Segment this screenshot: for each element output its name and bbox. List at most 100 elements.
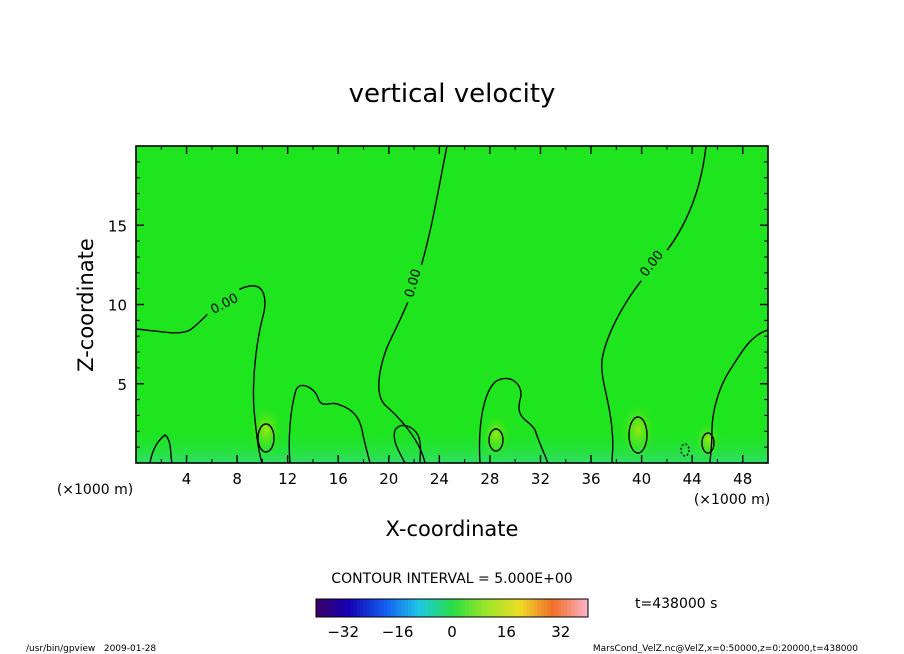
colorbar-cell	[414, 599, 419, 617]
x-tick-label: 24	[430, 470, 449, 488]
colorbar-cell	[394, 599, 398, 617]
colorbar-cell	[489, 599, 494, 617]
footer-right: MarsCond_VelZ.nc@VelZ,x=0:50000,z=0:2000…	[593, 644, 858, 654]
colorbar-cell	[469, 599, 473, 617]
colorbar-cell	[441, 599, 446, 617]
colorbar-tick-label: −32	[327, 623, 359, 641]
colorbar-cell	[401, 599, 405, 617]
colorbar-cell	[421, 599, 426, 617]
colorbar-cell	[333, 599, 337, 617]
colorbar-cell	[353, 599, 358, 617]
x-tick-label: 8	[232, 470, 242, 488]
colorbar-cell	[356, 599, 361, 617]
colorbar-cell	[390, 599, 395, 617]
updraft-cores	[248, 400, 722, 460]
colorbar-cell	[506, 599, 511, 617]
contour-closed-2	[488, 428, 504, 452]
surface-shading	[136, 425, 768, 463]
colorbar-cell	[479, 599, 483, 617]
colorbar-cell	[496, 599, 500, 617]
colorbar-cell	[571, 599, 575, 617]
x-tick-label: 44	[683, 470, 702, 488]
colorbar-cell	[329, 599, 334, 617]
contour-closed-4	[701, 432, 715, 454]
colorbar-cell	[404, 599, 409, 617]
colorbar-cell	[577, 599, 582, 617]
footer-left: /usr/bin/gpview 2009-01-28	[26, 644, 156, 654]
colorbar-cell	[523, 599, 528, 617]
colorbar-cell	[492, 599, 497, 617]
colorbar-cell	[435, 599, 439, 617]
x-tick-label: 28	[480, 470, 499, 488]
y-axis-ticks: 5 10 15	[108, 161, 768, 448]
y-tick-label: 15	[108, 217, 127, 235]
colorbar-cell	[520, 599, 524, 617]
colorbar-cell	[445, 599, 449, 617]
colorbar-cell	[319, 599, 324, 617]
colorbar-cell	[397, 599, 402, 617]
colorbar-cell	[346, 599, 351, 617]
colorbar-cell	[581, 599, 585, 617]
colorbar-cell	[343, 599, 347, 617]
colorbar-cell	[564, 599, 568, 617]
contour-right	[601, 145, 707, 464]
plot-area	[136, 146, 768, 463]
y-tick-label: 10	[108, 297, 127, 315]
colorbar-cell	[418, 599, 422, 617]
colorbar-cell	[554, 599, 558, 617]
x-tick-label: 12	[278, 470, 297, 488]
contour-closed-1	[257, 423, 275, 453]
colorbar-cell	[465, 599, 470, 617]
colorbar-cell	[499, 599, 504, 617]
x-tick-label: 16	[329, 470, 348, 488]
x-axis-ticks: 4 8 12 16 20 24 28 32 36 40 44 48	[160, 146, 752, 488]
time-label: t=438000 s	[635, 596, 717, 612]
y-axis-label: Z-coordinate	[74, 238, 98, 372]
colorbar-cell	[411, 599, 415, 617]
colorbar-cell	[472, 599, 477, 617]
colorbar-cell	[533, 599, 538, 617]
colorbar-cell	[339, 599, 344, 617]
colorbar-tick-label: 32	[551, 623, 570, 641]
contour-lump-1	[288, 384, 371, 464]
colorbar	[316, 599, 589, 617]
colorbar-cell	[574, 599, 579, 617]
x-tick-label: 48	[733, 470, 752, 488]
contour-lump-3	[478, 377, 549, 464]
colorbar-cell	[550, 599, 555, 617]
x-tick-label: 40	[632, 470, 651, 488]
colorbar-cell	[367, 599, 371, 617]
x-tick-label: 20	[379, 470, 398, 488]
colorbar-cell	[387, 599, 392, 617]
colorbar-cell	[428, 599, 432, 617]
contour-lines	[135, 145, 769, 464]
colorbar-cell	[360, 599, 364, 617]
colorbar-cell	[475, 599, 480, 617]
chart-title: vertical velocity	[349, 79, 556, 109]
colorbar-cell	[547, 599, 551, 617]
contour-interval: CONTOUR INTERVAL = 5.000E+00	[331, 571, 572, 587]
colorbar-ticks: −32 −16 0 16 32	[327, 623, 570, 641]
colorbar-cell	[407, 599, 412, 617]
y-unit-label: (×1000 m)	[57, 482, 133, 498]
colorbar-cell	[384, 599, 388, 617]
colorbar-cell	[326, 599, 330, 617]
y-tick-label: 5	[117, 376, 127, 394]
colorbar-cell	[452, 599, 456, 617]
colorbar-cell	[336, 599, 341, 617]
x-unit-label: (×1000 m)	[694, 492, 770, 508]
contour-lump-2	[393, 424, 422, 464]
colorbar-cell	[560, 599, 565, 617]
colorbar-cell	[486, 599, 490, 617]
contour-middle	[378, 145, 448, 464]
colorbar-cell	[513, 599, 517, 617]
colorbar-tick-label: 0	[447, 623, 457, 641]
colorbar-cell	[503, 599, 507, 617]
contour-left	[135, 285, 266, 464]
colorbar-cell	[537, 599, 541, 617]
colorbar-cell	[543, 599, 548, 617]
colorbar-cell	[431, 599, 436, 617]
colorbar-cell	[438, 599, 443, 617]
colorbar-cell	[516, 599, 521, 617]
